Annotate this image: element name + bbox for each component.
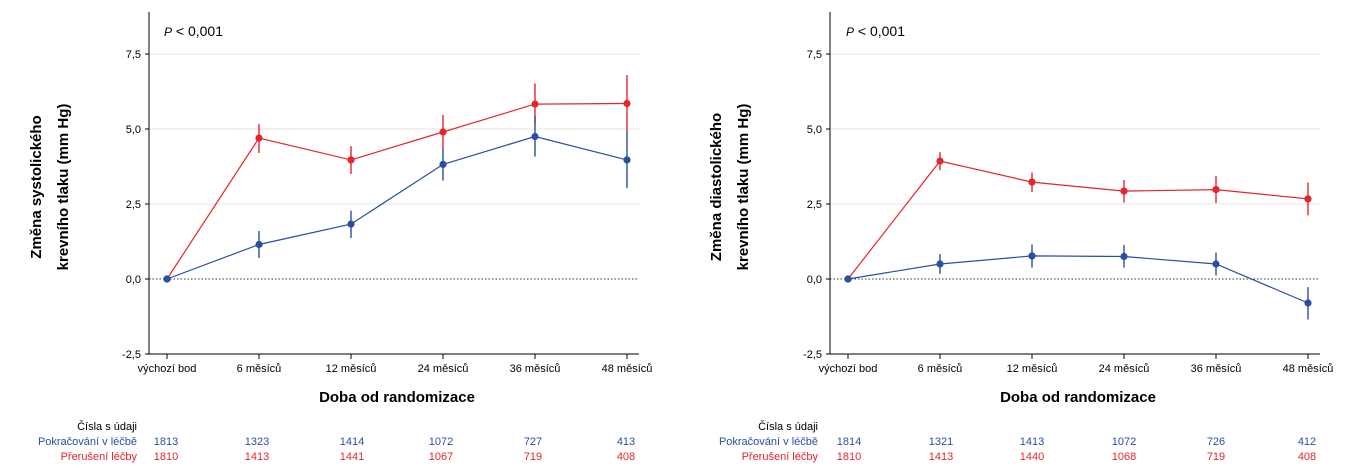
- table-cell: 719: [1207, 451, 1225, 463]
- x-tick-label: 12 měsíců: [326, 363, 377, 375]
- table-cell: 1414: [340, 436, 364, 448]
- table-cell: 1413: [929, 451, 953, 463]
- x-tick-label: 24 měsíců: [1099, 363, 1150, 375]
- data-point: [439, 128, 447, 136]
- series-continue-treatment: [163, 116, 631, 283]
- table-cell: 408: [617, 451, 635, 463]
- x-tick-label: výchozí bod: [138, 363, 197, 375]
- table-header: Čísla s údaji: [758, 420, 818, 433]
- data-point: [1304, 195, 1312, 203]
- x-tick-label: 24 měsíců: [418, 363, 469, 375]
- series-line: [847, 255, 1309, 304]
- y-tick-label: 0,0: [126, 274, 141, 286]
- data-point: [439, 160, 447, 168]
- data-point: [1028, 178, 1036, 186]
- x-tick-label: výchozí bod: [819, 363, 878, 375]
- p-value-letter: P: [164, 25, 172, 39]
- data-point: [1212, 260, 1220, 268]
- table-row-label: Pokračování v léčbě: [719, 436, 818, 448]
- table-cell: 1440: [1020, 451, 1044, 463]
- data-point: [255, 134, 263, 142]
- x-tick-label: 36 měsíců: [510, 363, 561, 375]
- x-tick-label: 6 měsíců: [237, 363, 282, 375]
- y-tick-label: 5,0: [807, 124, 822, 136]
- table-cell: 719: [524, 451, 542, 463]
- data-point: [1120, 252, 1128, 261]
- data-point: [255, 240, 263, 249]
- table-cell: 1321: [929, 436, 953, 448]
- y-tick-label: -2,5: [803, 349, 822, 361]
- table-cell: 408: [1298, 451, 1316, 463]
- data-point: [531, 100, 539, 108]
- table-cell: 1810: [837, 451, 861, 463]
- data-point: [1212, 186, 1220, 194]
- table-row-label: Přerušení léčby: [61, 451, 138, 463]
- data-point: [1304, 299, 1312, 307]
- systolic-chart-panel: -2,5 0,0 2,5 5,0 7,5 výchozí bod 6 měsíců 12 mě…: [28, 12, 652, 463]
- data-point: [347, 156, 355, 164]
- data-point: [1028, 252, 1036, 260]
- y-tick-label: 5,0: [126, 124, 141, 136]
- data-point: [623, 156, 631, 164]
- y-tick-label: 2,5: [807, 199, 822, 211]
- y-axis-title: krevního tlaku (mm Hg): [55, 104, 72, 271]
- table-row-label: Pokračování v léčbě: [38, 436, 137, 448]
- p-value-annotation: P < 0,001: [164, 23, 223, 39]
- series-line: [166, 102, 628, 280]
- data-point: [936, 260, 944, 268]
- y-axis-title: Změna diastolického: [708, 113, 725, 261]
- p-value-letter: P: [846, 25, 854, 39]
- series-stop-treatment: [844, 152, 1312, 283]
- data-point: [163, 275, 171, 283]
- p-value-annotation: P < 0,001: [846, 23, 905, 39]
- series-line: [847, 160, 1309, 280]
- y-tick-label: -2,5: [122, 349, 141, 361]
- y-tick-label: 2,5: [126, 199, 141, 211]
- numbers-table: Čísla s údaji Pokračování v léčbě 1813 1323…: [38, 420, 635, 463]
- x-tick-label: 6 měsíců: [918, 363, 963, 375]
- x-tick-label: 12 měsíců: [1007, 363, 1058, 375]
- table-cell: 1441: [340, 451, 364, 463]
- table-header: Čísla s údaji: [77, 420, 137, 433]
- x-tick-label: 48 měsíců: [602, 363, 653, 375]
- table-cell: 1813: [154, 436, 178, 448]
- data-point: [531, 132, 539, 141]
- x-axis-title: Doba od randomizace: [1000, 389, 1156, 406]
- table-cell: 1413: [1020, 436, 1044, 448]
- table-cell: 1072: [429, 436, 453, 448]
- numbers-table: Čísla s údaji Pokračování v léčbě 1814 1321…: [719, 420, 1316, 463]
- y-axis-title: krevního tlaku (mm Hg): [735, 104, 752, 271]
- y-tick-label: 7,5: [807, 49, 822, 61]
- table-cell: 412: [1298, 436, 1316, 448]
- x-axis-title: Doba od randomizace: [319, 389, 475, 406]
- y-axis-title: Změna systolického: [28, 115, 45, 258]
- table-cell: 1068: [1112, 451, 1136, 463]
- table-row-label: Přerušení léčby: [742, 451, 819, 463]
- x-tick-label: 48 měsíců: [1283, 363, 1334, 375]
- table-cell: 1072: [1112, 436, 1136, 448]
- table-cell: 1810: [154, 451, 178, 463]
- data-point: [347, 220, 355, 228]
- series-line: [166, 135, 628, 280]
- p-value-text: < 0,001: [172, 23, 223, 39]
- y-tick-label: 7,5: [126, 49, 141, 61]
- x-tick-label: 36 měsíců: [1191, 363, 1242, 375]
- table-cell: 727: [524, 436, 542, 448]
- p-value-text: < 0,001: [854, 23, 905, 39]
- table-cell: 413: [617, 436, 635, 448]
- series-continue-treatment: [844, 244, 1312, 320]
- table-cell: 1413: [245, 451, 269, 463]
- table-cell: 1814: [837, 436, 861, 448]
- y-tick-label: 0,0: [807, 274, 822, 286]
- diastolic-chart-panel: -2,5 0,0 2,5 5,0 7,5 výchozí bod 6 měsíců 12 mě…: [708, 12, 1333, 463]
- series-stop-treatment: [163, 75, 631, 283]
- data-point: [844, 275, 852, 283]
- data-point: [1120, 187, 1128, 195]
- table-cell: 726: [1207, 436, 1225, 448]
- table-cell: 1067: [429, 451, 453, 463]
- data-point: [623, 99, 631, 108]
- data-point: [936, 157, 944, 165]
- table-cell: 1323: [245, 436, 269, 448]
